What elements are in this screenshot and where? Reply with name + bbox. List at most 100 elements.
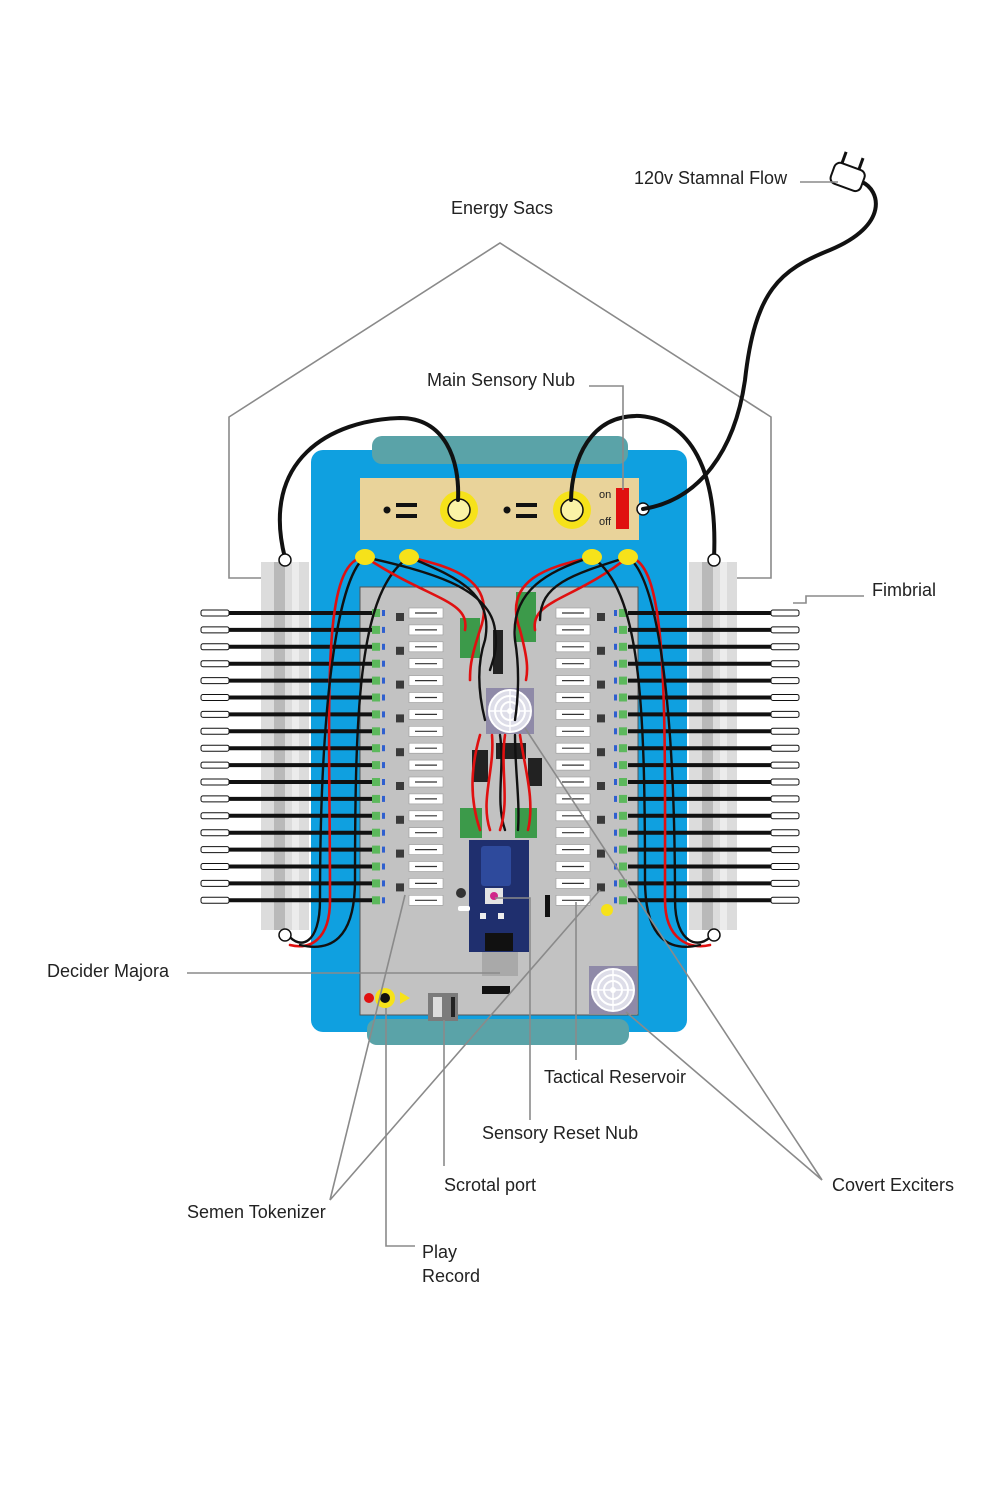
resistor xyxy=(396,815,404,824)
resistor xyxy=(396,714,404,723)
connector-pin xyxy=(614,711,617,718)
resistor xyxy=(396,849,404,858)
fimbrial-pin xyxy=(770,626,800,634)
fimbrial-pin xyxy=(770,879,800,887)
resistor xyxy=(597,646,605,655)
fimbrial-pin xyxy=(770,863,800,870)
resistor xyxy=(396,883,404,892)
connector-pin xyxy=(382,626,385,633)
sensory-reset-nub[interactable] xyxy=(601,904,613,916)
fimbrial-pin xyxy=(200,643,230,651)
switch-off-label: off xyxy=(599,516,612,528)
connector-pin xyxy=(614,762,617,769)
fimbrial-pin xyxy=(770,812,800,820)
top-rail xyxy=(372,436,628,464)
fimbrial-pin xyxy=(200,694,230,701)
connector xyxy=(619,845,627,854)
connector-pin xyxy=(382,779,385,785)
connector xyxy=(372,896,380,905)
connector xyxy=(619,761,627,770)
connector xyxy=(619,659,627,668)
scrotal-port[interactable] xyxy=(428,993,458,1021)
fimbrial-pin xyxy=(200,863,230,870)
fimbrial-pin xyxy=(200,896,230,904)
connector xyxy=(619,676,627,685)
connector xyxy=(372,794,380,803)
covert-exciters-leader-1 xyxy=(524,727,823,1181)
connector xyxy=(372,642,380,651)
power-cord xyxy=(641,180,878,511)
main-sensory-nub-left[interactable] xyxy=(440,491,478,529)
right-energy-sac xyxy=(689,562,737,930)
fimbrial-pin xyxy=(200,710,230,718)
play-triangle-icon xyxy=(400,992,410,1004)
led-3 xyxy=(582,549,602,565)
fimbrial-pin xyxy=(200,744,230,752)
connector xyxy=(372,609,380,617)
socket-icon xyxy=(383,503,417,518)
connector xyxy=(619,828,627,837)
fimbrial-pin xyxy=(770,710,800,718)
resistor xyxy=(597,849,605,858)
connector xyxy=(372,811,380,820)
connector xyxy=(619,727,627,736)
connector xyxy=(372,710,380,719)
resistor xyxy=(396,646,404,655)
connector xyxy=(619,642,627,651)
label-fimbrial: Fimbrial xyxy=(872,580,936,600)
covert-exciters-leader-2 xyxy=(625,1011,823,1181)
toggle-switch-icon[interactable] xyxy=(616,488,629,529)
connector xyxy=(372,879,380,888)
connector xyxy=(619,609,627,617)
connector-pin xyxy=(614,829,617,836)
connector-pin xyxy=(382,660,385,667)
connector-pin xyxy=(614,779,617,785)
main-sensory-nub-right[interactable] xyxy=(553,491,591,529)
connector-pin xyxy=(382,745,385,752)
energy-sacs-leader xyxy=(228,242,772,579)
label-tactical-reservoir: Tactical Reservoir xyxy=(544,1067,686,1087)
connector-pin xyxy=(614,610,617,616)
connector xyxy=(372,659,380,668)
connector-pin xyxy=(614,728,617,735)
fimbrial-pin xyxy=(200,778,230,786)
socket-icon xyxy=(503,503,537,518)
right-sac-cable xyxy=(569,413,717,560)
connector-pin xyxy=(382,897,385,904)
fimbrial-right xyxy=(628,609,800,904)
connector xyxy=(372,693,380,702)
connector-pin xyxy=(614,745,617,752)
connector xyxy=(372,862,380,871)
label-scrotal-port: Scrotal port xyxy=(444,1175,536,1195)
connector-pin xyxy=(382,728,385,735)
fimbrial-pin xyxy=(770,896,800,904)
resistor xyxy=(597,613,605,621)
connector xyxy=(619,811,627,820)
audio-jack-icon[interactable] xyxy=(375,988,395,1008)
play-record-leader xyxy=(385,1008,415,1247)
fimbrial-left xyxy=(200,609,372,904)
resistor xyxy=(396,748,404,757)
connector-pin xyxy=(382,829,385,836)
bottom-rail xyxy=(367,1019,629,1045)
decider-majora-mcu xyxy=(456,840,550,994)
label-play: Play xyxy=(422,1242,457,1262)
plug-icon xyxy=(829,151,866,193)
connector xyxy=(619,710,627,719)
resistor xyxy=(597,748,605,757)
resistor xyxy=(597,680,605,689)
semen-tokenizer-leader-2 xyxy=(329,889,601,1201)
connector-pin xyxy=(614,897,617,904)
fimbrial-pin xyxy=(200,812,230,820)
connector-pin xyxy=(382,880,385,887)
connector-pin xyxy=(614,880,617,887)
connector-pin xyxy=(614,626,617,633)
fimbrial-pin xyxy=(200,677,230,685)
fimbrial-pin xyxy=(200,829,230,837)
record-led xyxy=(364,993,374,1003)
connector xyxy=(372,676,380,685)
led-1 xyxy=(355,549,375,565)
label-record: Record xyxy=(422,1266,480,1286)
fimbrial-pin xyxy=(200,660,230,668)
connector-pin xyxy=(382,846,385,853)
